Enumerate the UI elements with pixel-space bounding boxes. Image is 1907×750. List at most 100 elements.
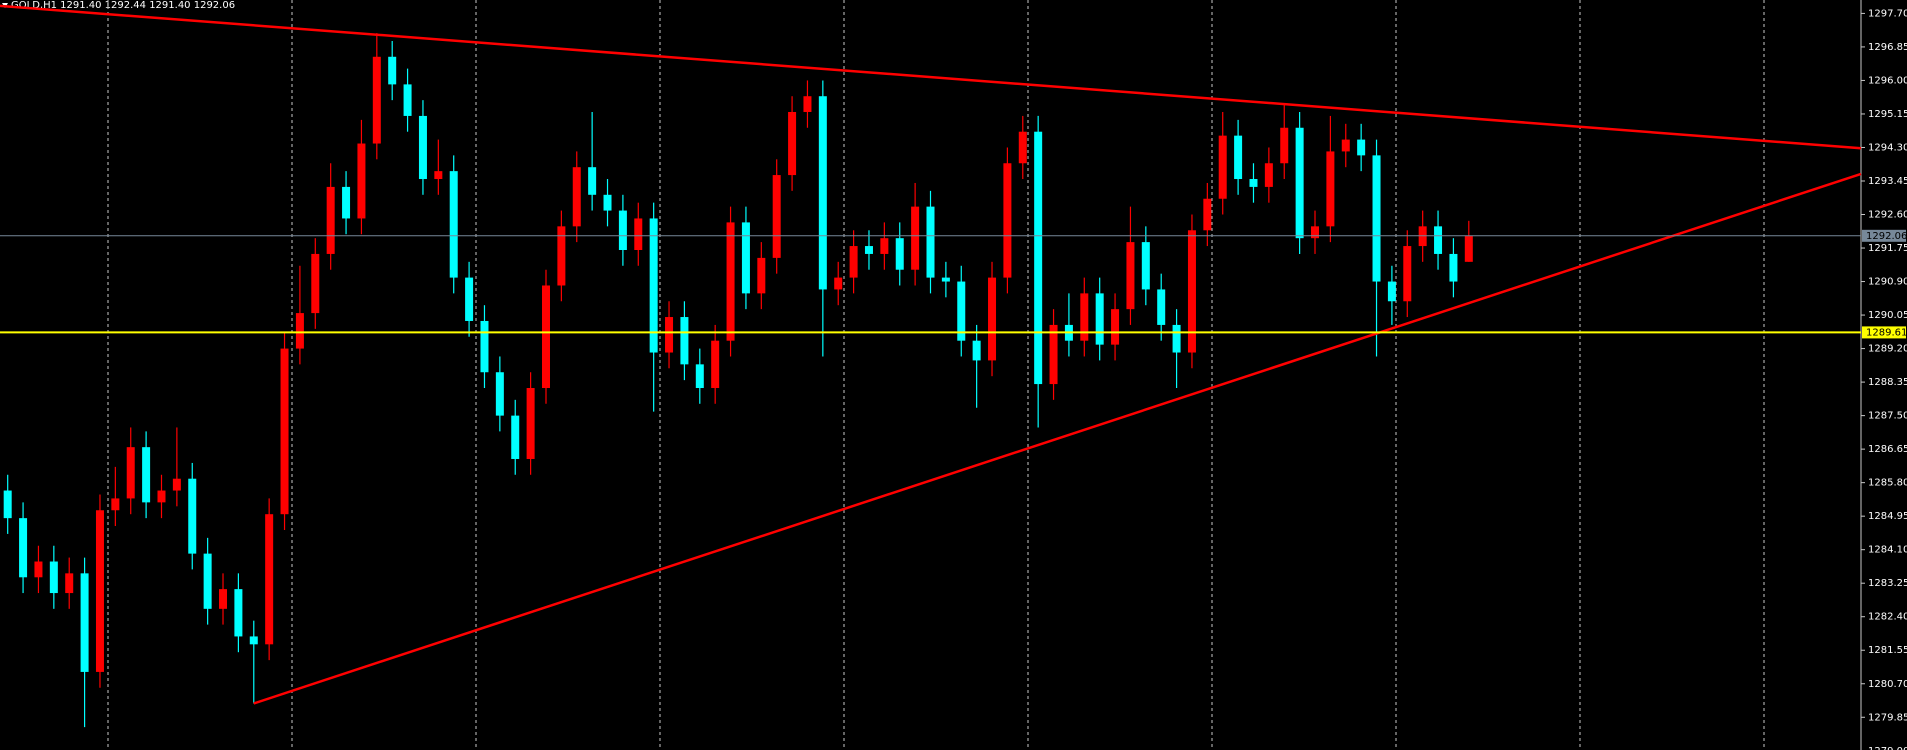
candle-body (19, 518, 28, 578)
candle-body (1203, 198, 1212, 231)
price-tag (1862, 229, 1906, 242)
candle-body (1095, 293, 1104, 345)
candle-body (265, 514, 274, 645)
candle-body (418, 115, 427, 180)
candle-body (818, 96, 827, 290)
candle-body (157, 490, 166, 503)
y-tick-label: 1288.35 (1868, 377, 1907, 388)
candle-body (1341, 139, 1350, 152)
y-tick-label: 1291.75 (1868, 243, 1907, 254)
candle-body (142, 447, 151, 503)
candle-body (1003, 163, 1012, 278)
candle-body (603, 194, 612, 211)
candle-body (680, 317, 689, 365)
candle-body (172, 478, 181, 491)
candle-body (880, 238, 889, 254)
candle-body (849, 246, 858, 278)
y-tick-label: 1293.45 (1868, 176, 1907, 187)
candle-body (726, 222, 735, 341)
candle-body (1357, 139, 1366, 156)
candle-body (434, 171, 443, 180)
candle-body (280, 348, 289, 515)
candle-body (203, 553, 212, 609)
candle-body (1326, 151, 1335, 227)
candle-body (911, 206, 920, 270)
candle-body (572, 167, 581, 227)
candle-body (1018, 131, 1027, 164)
candle-body (480, 320, 489, 373)
trend-line (253, 172, 1862, 705)
y-tick-label: 1282.40 (1868, 612, 1907, 623)
y-tick-label: 1281.55 (1868, 645, 1907, 656)
y-tick-label: 1290.05 (1868, 310, 1907, 321)
candle-body (1295, 127, 1304, 239)
candle-body (988, 277, 997, 361)
y-tick-label: 1290.90 (1868, 277, 1907, 288)
candle-body (526, 388, 535, 459)
candle-body (465, 277, 474, 321)
candle-body (1280, 127, 1289, 164)
candle-body (234, 589, 243, 637)
candle-body (1372, 155, 1381, 282)
candle-body (618, 210, 627, 250)
candle-body (1034, 131, 1043, 385)
candle-body (111, 498, 120, 511)
candle-body (1403, 246, 1412, 302)
candle-body (588, 167, 597, 195)
y-tick-label: 1287.50 (1868, 411, 1907, 422)
candle-body (695, 364, 704, 389)
candle-body (1218, 135, 1227, 199)
candle-body (941, 277, 950, 282)
y-tick-label: 1292.60 (1868, 210, 1907, 221)
y-tick-label: 1289.20 (1868, 344, 1907, 355)
candle-body (1464, 235, 1473, 262)
y-tick-label: 1286.65 (1868, 444, 1907, 455)
candle-body (126, 447, 135, 499)
candle-body (188, 478, 197, 554)
candle-body (65, 573, 74, 594)
candle-body (803, 96, 812, 112)
candle-body (1172, 324, 1181, 353)
candle-body (864, 246, 873, 254)
candle-body (772, 175, 781, 258)
y-tick-label: 1285.80 (1868, 478, 1907, 489)
candle-body (649, 218, 658, 353)
candle-body (95, 510, 104, 672)
candle-body (1141, 242, 1150, 290)
candle-body (557, 226, 566, 286)
candle-body (895, 238, 904, 270)
candle-body (541, 285, 550, 389)
y-tick-label: 1284.95 (1868, 511, 1907, 522)
y-tick-label: 1279.85 (1868, 712, 1907, 723)
candle-body (403, 84, 412, 116)
candle-body (957, 281, 966, 341)
price-tag-label: 1292.06 (1866, 231, 1907, 242)
candle-body (3, 490, 12, 519)
candle-body (972, 340, 981, 361)
candle-body (1387, 281, 1396, 302)
candle-body (1080, 293, 1089, 341)
candle-body (1234, 135, 1243, 180)
candle-body (634, 218, 643, 250)
candle-body (49, 561, 58, 594)
candle-body (449, 171, 458, 278)
price-tag (1862, 326, 1906, 339)
candle-body (249, 636, 258, 645)
candle-body (372, 56, 381, 144)
candle-body (495, 372, 504, 416)
candle-body (1311, 226, 1320, 239)
candle-body (34, 561, 43, 578)
candle-body (357, 143, 366, 219)
price-tag-label: 1289.61 (1866, 327, 1907, 338)
y-tick-label: 1283.25 (1868, 578, 1907, 589)
y-tick-label: 1279.00 (1868, 746, 1907, 750)
candle-body (741, 222, 750, 294)
candle-body (1249, 179, 1258, 187)
y-tick-label: 1280.70 (1868, 679, 1907, 690)
candle-body (1126, 242, 1135, 310)
chart-title: GOLD,H1 1291.40 1292.44 1291.40 1292.06 (11, 0, 235, 11)
y-tick-label: 1294.30 (1868, 142, 1907, 153)
y-tick-label: 1295.15 (1868, 109, 1907, 120)
